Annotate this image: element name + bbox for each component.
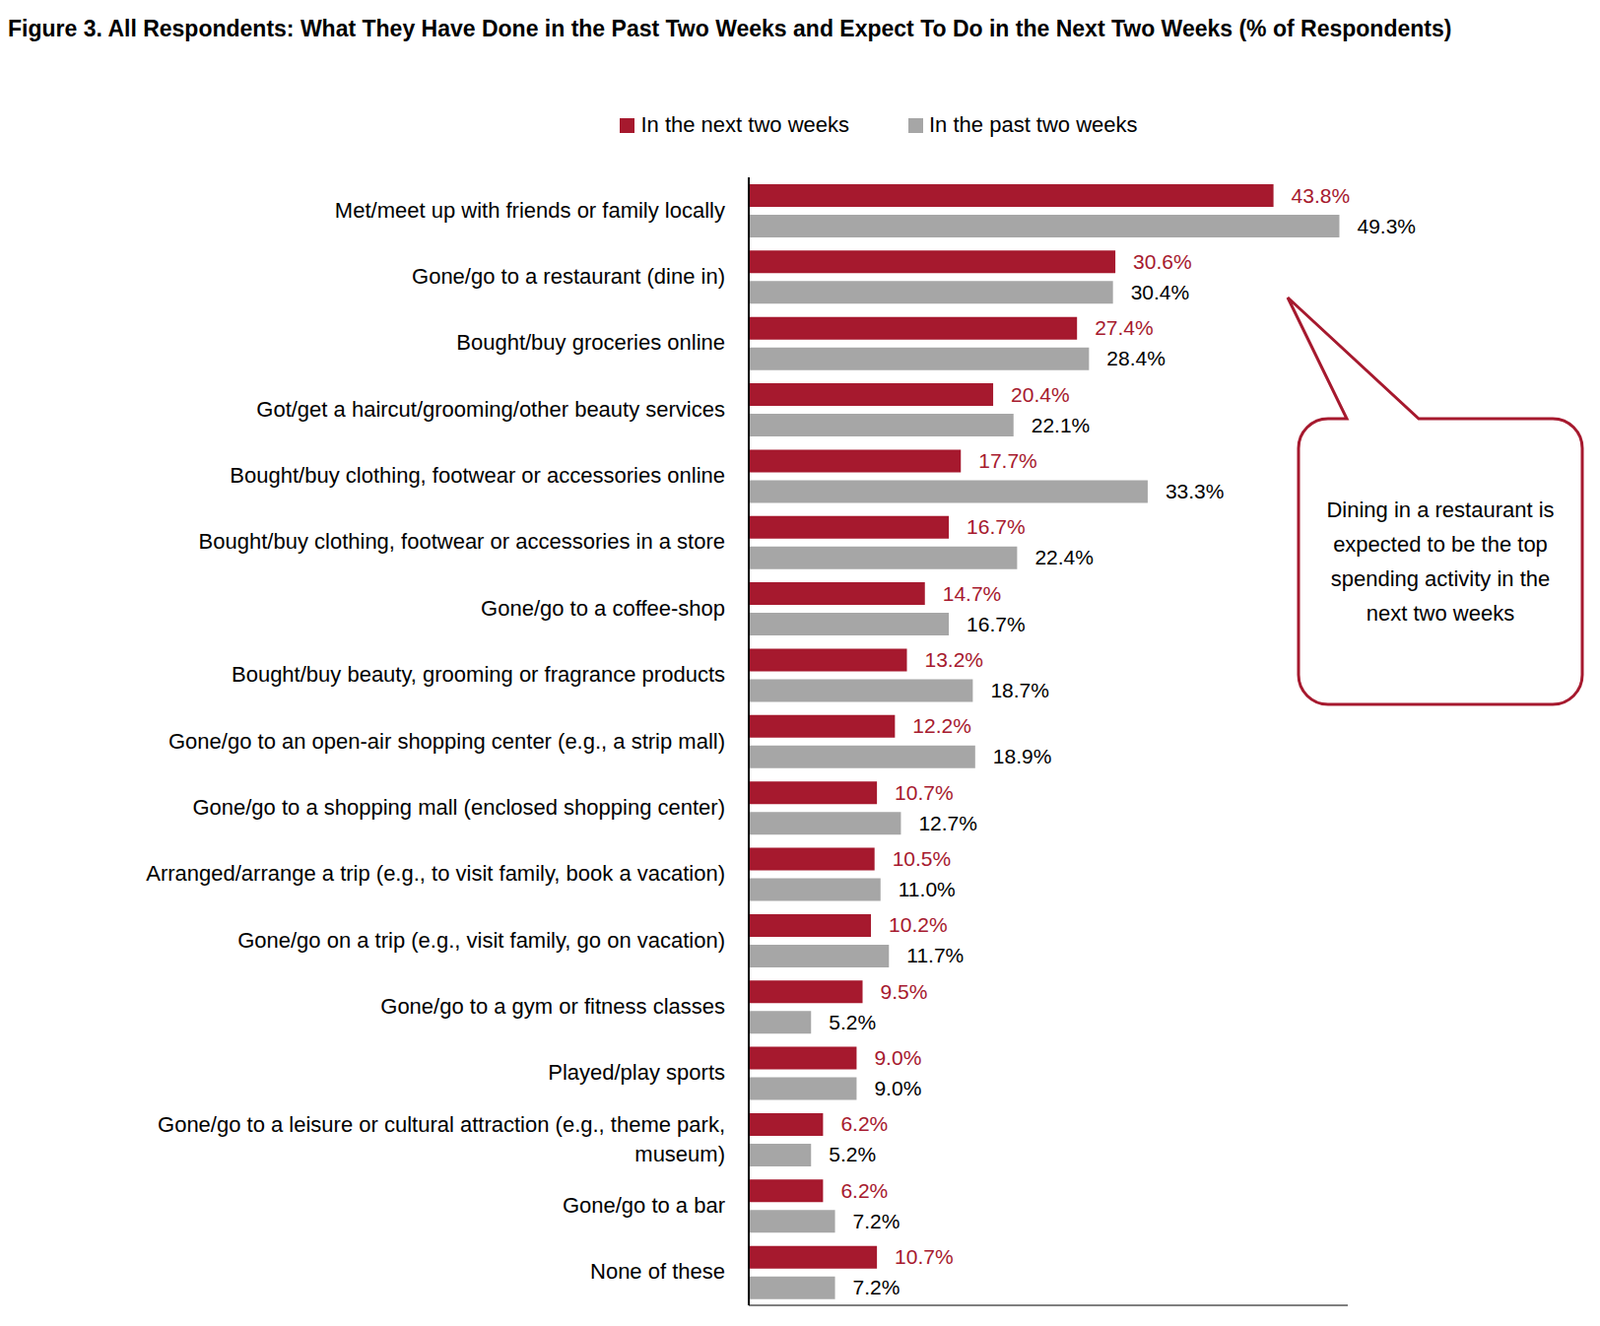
svg-text:10.5%: 10.5% [892, 847, 952, 870]
svg-text:Gone/go to a shopping mall (en: Gone/go to a shopping mall (enclosed sho… [192, 795, 726, 820]
svg-text:6.2%: 6.2% [840, 1179, 888, 1202]
svg-text:Gone/go to an open-air shoppin: Gone/go to an open-air shopping center (… [168, 729, 726, 754]
svg-text:14.7%: 14.7% [942, 582, 1002, 605]
svg-text:Gone/go to a restaurant (dine: Gone/go to a restaurant (dine in) [411, 264, 726, 289]
svg-text:Got/get a haircut/grooming/oth: Got/get a haircut/grooming/other beauty … [256, 397, 726, 422]
svg-text:12.2%: 12.2% [912, 714, 972, 737]
svg-text:27.4%: 27.4% [1094, 316, 1154, 339]
html-text:In the next two weeks: In the next two weeks [640, 112, 850, 137]
svg-text:Bought/buy groceries online: Bought/buy groceries online [456, 330, 726, 355]
svg-text:28.4%: 28.4% [1106, 346, 1166, 370]
svg-text:Gone/go to a leisure or cultur: Gone/go to a leisure or cultural attract… [157, 1112, 726, 1167]
html-text:Figure 3. All Respondents: Wha: Figure 3. All Respondents: What They Hav… [7, 15, 1452, 42]
svg-text:9.0%: 9.0% [873, 1076, 922, 1100]
svg-text:22.1%: 22.1% [1031, 413, 1091, 437]
html-text:In the past two weeks: In the past two weeks [929, 112, 1138, 137]
svg-text:18.9%: 18.9% [993, 744, 1053, 768]
svg-text:11.0%: 11.0% [898, 877, 956, 901]
svg-text:17.7%: 17.7% [978, 449, 1038, 472]
svg-text:12.7%: 12.7% [918, 811, 978, 835]
svg-text:10.2%: 10.2% [888, 913, 948, 936]
svg-text:16.7%: 16.7% [966, 612, 1026, 636]
svg-text:9.5%: 9.5% [880, 980, 929, 1003]
svg-text:22.4%: 22.4% [1034, 545, 1094, 569]
svg-text:10.7%: 10.7% [894, 781, 954, 804]
svg-text:9.0%: 9.0% [873, 1046, 922, 1069]
svg-text:Gone/go on a trip (e.g., visit: Gone/go on a trip (e.g., visit family, g… [237, 928, 726, 953]
svg-text:7.2%: 7.2% [853, 1209, 901, 1233]
svg-text:6.2%: 6.2% [840, 1112, 888, 1135]
svg-text:18.7%: 18.7% [990, 678, 1050, 702]
svg-text:20.4%: 20.4% [1010, 383, 1070, 406]
svg-text:Gone/go to a coffee-shop: Gone/go to a coffee-shop [480, 596, 726, 621]
svg-text:Played/play sports: Played/play sports [547, 1060, 726, 1085]
html-text:Dining in a restaurant is expe: Dining in a restaurant is expected to be… [1326, 497, 1555, 626]
svg-text:Bought/buy beauty, grooming or: Bought/buy beauty, grooming or fragrance… [231, 662, 726, 687]
svg-text:5.2%: 5.2% [828, 1142, 876, 1166]
svg-text:30.4%: 30.4% [1131, 280, 1191, 304]
svg-text:13.2%: 13.2% [925, 648, 985, 671]
svg-text:30.6%: 30.6% [1133, 250, 1193, 273]
svg-text:None of these: None of these [590, 1259, 726, 1284]
svg-text:11.7%: 11.7% [906, 943, 964, 967]
svg-text:Bought/buy clothing, footwear: Bought/buy clothing, footwear or accesso… [199, 529, 726, 554]
svg-text:33.3%: 33.3% [1165, 479, 1225, 503]
svg-text:49.3%: 49.3% [1356, 214, 1416, 238]
svg-text:Bought/buy clothing, footwear: Bought/buy clothing, footwear or accesso… [229, 463, 726, 488]
svg-text:Gone/go to a gym or fitness cl: Gone/go to a gym or fitness classes [380, 994, 726, 1019]
svg-text:7.2%: 7.2% [853, 1275, 901, 1299]
svg-text:Arranged/arrange a trip (e.g.,: Arranged/arrange a trip (e.g., to visit … [145, 861, 726, 886]
svg-text:10.7%: 10.7% [894, 1245, 954, 1268]
svg-text:Gone/go to a bar: Gone/go to a bar [562, 1193, 726, 1218]
svg-text:Met/meet up with friends or fa: Met/meet up with friends or family local… [334, 198, 726, 223]
svg-text:16.7%: 16.7% [966, 515, 1026, 538]
svg-text:5.2%: 5.2% [828, 1010, 876, 1034]
svg-text:43.8%: 43.8% [1291, 184, 1351, 207]
